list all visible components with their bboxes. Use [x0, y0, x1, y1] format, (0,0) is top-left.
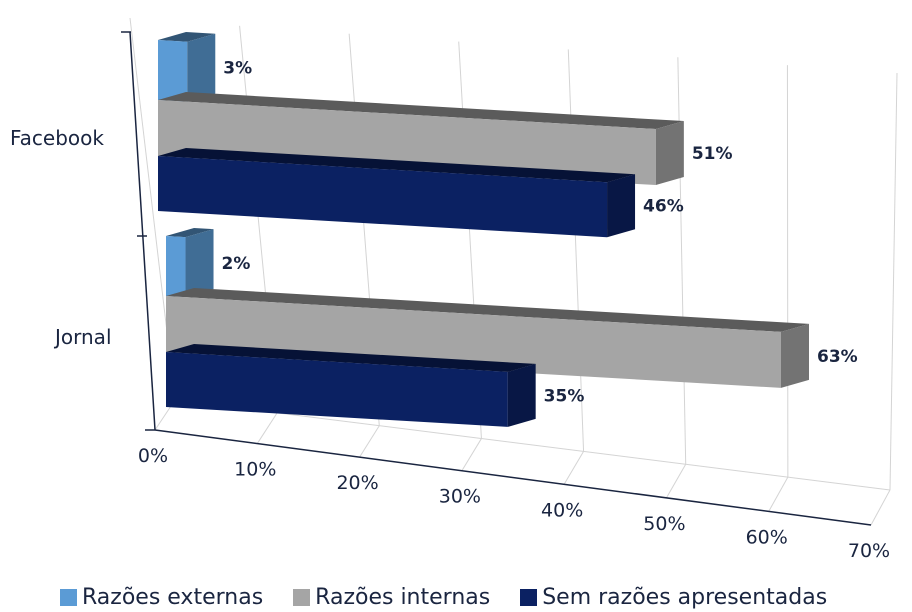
x-axis-line [154, 429, 872, 526]
data-label: 2% [222, 254, 251, 274]
bar-front-face [166, 236, 186, 298]
data-label: 63% [817, 347, 858, 367]
gridline-floor [768, 476, 789, 512]
bar-front-face [166, 296, 781, 388]
legend-label: Razões externas [82, 584, 264, 610]
bar-jornal-series-1 [166, 288, 809, 388]
bar-jornal-series-0 [166, 228, 214, 298]
chart-axes [121, 31, 872, 526]
bar-front-face [158, 40, 188, 102]
x-tick-labels: 0% 10% 20% 30% 40% 50% 60% 70% [138, 445, 890, 562]
legend-swatch [60, 588, 77, 606]
x-tick-label: 70% [848, 540, 890, 562]
legend-item-2: Sem razões apresentadas [520, 585, 827, 610]
gridline-floor [256, 412, 278, 444]
data-label: 3% [223, 59, 252, 79]
category-label-jornal: Jornal [55, 325, 112, 349]
bar-top-face [158, 148, 636, 183]
bar-end-face [187, 33, 216, 102]
legend-label: Sem razões apresentadas [542, 584, 828, 610]
chart-floor [154, 399, 891, 526]
legend: Razões externas Razões internas Sem razões… [60, 584, 827, 610]
x-tick-label: 30% [439, 486, 481, 508]
bar-front-face [158, 156, 608, 238]
bar-top-face [158, 92, 684, 130]
legend-label: Razões internas [315, 584, 491, 610]
gridline-floor [359, 425, 380, 458]
gridline-floor [870, 489, 891, 526]
bar-end-face [655, 121, 684, 186]
bar-top-face [166, 288, 809, 332]
bar-facebook-series-1 [158, 92, 684, 186]
data-labels: 3% 51% 46% 2% 63% 35% [222, 59, 858, 407]
x-tick-label: 40% [541, 499, 583, 521]
bar-top-face [158, 32, 216, 42]
category-label-facebook: Facebook [10, 126, 104, 150]
bars [158, 32, 809, 427]
gridline-floor [563, 451, 585, 485]
floor-back-edge [174, 399, 891, 491]
data-label: 46% [643, 197, 684, 217]
x-tick-label: 10% [234, 459, 276, 481]
gridline-floor [461, 438, 482, 471]
legend-swatch [520, 588, 538, 606]
x-tick-label: 0% [138, 445, 168, 467]
bar-facebook-series-2 [158, 148, 636, 238]
bar-end-face [185, 229, 214, 298]
x-tick-label: 50% [643, 513, 685, 535]
data-label: 51% [692, 144, 733, 164]
bar-facebook-series-0 [158, 32, 216, 102]
bar-end-face [781, 323, 809, 388]
bar-end-face [507, 363, 536, 427]
gridline-vertical [677, 57, 687, 465]
legend-item-1: Razões internas [293, 585, 490, 610]
bar-top-face [166, 344, 536, 372]
y-axis-line [129, 31, 156, 431]
x-tick-label: 20% [336, 472, 378, 494]
x-tick-label: 60% [746, 526, 788, 548]
bar-front-face [158, 100, 656, 186]
bar-jornal-series-2 [166, 344, 536, 427]
bar-end-face [607, 174, 636, 238]
legend-item-0: Razões externas [60, 585, 263, 610]
legend-swatch [293, 588, 311, 606]
data-label: 35% [544, 386, 585, 406]
bar-top-face [166, 228, 214, 238]
bar-front-face [166, 352, 508, 427]
gridline-vertical [889, 72, 898, 491]
gridline-floor [665, 464, 687, 499]
